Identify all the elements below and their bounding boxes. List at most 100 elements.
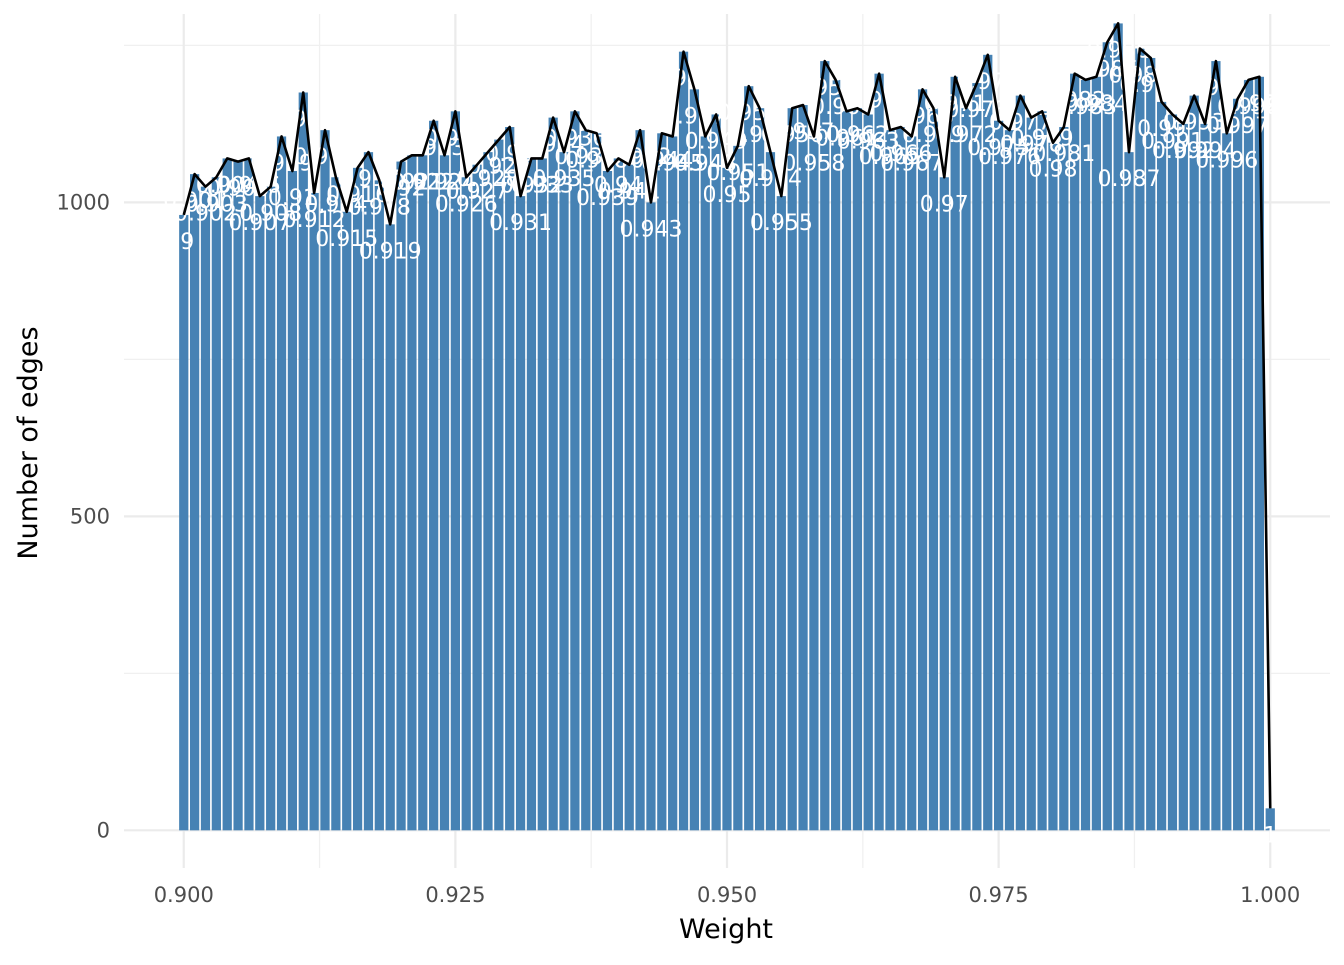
bar-label: 0.944 <box>630 148 693 173</box>
bar-label: 0.909 <box>250 151 313 176</box>
bar-label: 0.935 <box>533 167 596 192</box>
bar <box>874 73 884 831</box>
bar <box>526 158 537 831</box>
bar <box>581 130 591 831</box>
bar <box>461 177 471 831</box>
bar <box>1026 117 1036 831</box>
bar <box>1102 42 1112 831</box>
bar-label: 0.917 <box>337 167 400 192</box>
bar <box>222 158 232 831</box>
trend-line-group <box>182 22 1272 809</box>
bar <box>689 89 700 831</box>
bar <box>309 192 319 831</box>
bar-label: 0.952 <box>717 101 780 126</box>
bar <box>559 152 569 831</box>
bar-label: 0.996 <box>1195 148 1258 173</box>
y-tick-label: 1000 <box>57 190 110 214</box>
bar <box>1048 142 1058 831</box>
bar <box>374 180 384 831</box>
bar <box>613 158 623 831</box>
y-axis-title: Number of edges <box>13 326 44 559</box>
x-tick-label: 0.900 <box>154 883 214 907</box>
bar-label: 0.966 <box>869 142 932 167</box>
bar-label: 0.984 <box>1065 92 1128 117</box>
bar <box>1178 123 1188 831</box>
bar <box>200 186 211 831</box>
bar <box>1265 808 1275 831</box>
bar <box>950 76 960 831</box>
bar-label: 0.988 <box>1108 64 1171 89</box>
bar-label: 0.991 <box>1141 129 1204 154</box>
bar-label: 0.99 <box>1137 117 1186 142</box>
bar <box>211 177 221 831</box>
bar-label: 0.959 <box>793 76 856 101</box>
bar <box>994 120 1004 831</box>
bar <box>907 136 917 831</box>
bar <box>592 133 602 831</box>
bar <box>1146 57 1156 831</box>
bar <box>700 136 710 831</box>
bar-label: 0.926 <box>435 192 498 217</box>
bar <box>765 152 776 831</box>
bar <box>298 92 308 831</box>
bar <box>744 86 754 831</box>
bar-label: 0.939 <box>576 186 639 211</box>
bar <box>1113 23 1123 831</box>
bar-label: 0.921 <box>380 170 443 195</box>
bar <box>983 54 993 831</box>
bar <box>1167 114 1178 831</box>
bar <box>635 130 645 831</box>
bar-label: 0.912 <box>283 208 346 233</box>
bar <box>255 196 265 831</box>
bar-label: 0.998 <box>1217 95 1280 120</box>
bar <box>266 186 276 831</box>
bar-label: 0.949 <box>685 129 748 154</box>
bar-label: 0.982 <box>1043 89 1106 114</box>
x-tick-label: 1.000 <box>1240 883 1300 907</box>
bar <box>439 155 450 831</box>
y-tick-label: 500 <box>70 504 110 528</box>
bar <box>754 108 765 831</box>
bar-label: 0.983 <box>1054 95 1117 120</box>
bar <box>190 174 200 831</box>
bar <box>602 170 613 831</box>
bar <box>1200 123 1210 831</box>
bar <box>939 177 949 831</box>
bar-label: 0.958 <box>782 151 845 176</box>
bar-label: 0.976 <box>978 145 1041 170</box>
bar <box>287 170 298 831</box>
bar-label: 0.932 <box>500 173 563 198</box>
trend-line <box>182 22 1272 809</box>
y-tick-label: 0 <box>97 818 110 842</box>
bar <box>342 211 352 831</box>
bar-label: 0.929 <box>467 155 530 180</box>
x-tick-label: 0.950 <box>697 883 757 907</box>
bar-label: 0.98 <box>1028 158 1077 183</box>
bar-label: 0.903 <box>185 192 248 217</box>
bar-label: 0.968 <box>891 104 954 129</box>
bar-label: 0.961 <box>815 126 878 151</box>
bar <box>917 89 928 831</box>
bar-label: 0.91 <box>268 186 317 211</box>
bar <box>711 114 721 831</box>
bar <box>1211 61 1221 831</box>
bar <box>1254 76 1264 831</box>
bar <box>537 158 547 831</box>
bar <box>722 167 732 831</box>
bar-label: 0.974 <box>956 70 1019 95</box>
bar <box>429 120 439 831</box>
bar-label: 0.957 <box>772 120 835 145</box>
bar-label: 0.945 <box>641 151 704 176</box>
bar-label: .9 <box>173 230 194 255</box>
bar-label: 0.994 <box>1174 139 1237 164</box>
bar-label: 0.936 <box>543 126 606 151</box>
bar-label: 0.915 <box>315 227 378 252</box>
bar-label: 0.992 <box>1152 139 1215 164</box>
bar <box>1080 79 1091 831</box>
bar <box>1091 76 1102 831</box>
bar-labels: .90.9010.9020.9030.9040.9050.9060.9070.9… <box>163 38 1291 848</box>
x-axis-title: Weight <box>679 914 773 945</box>
bar <box>928 108 939 831</box>
